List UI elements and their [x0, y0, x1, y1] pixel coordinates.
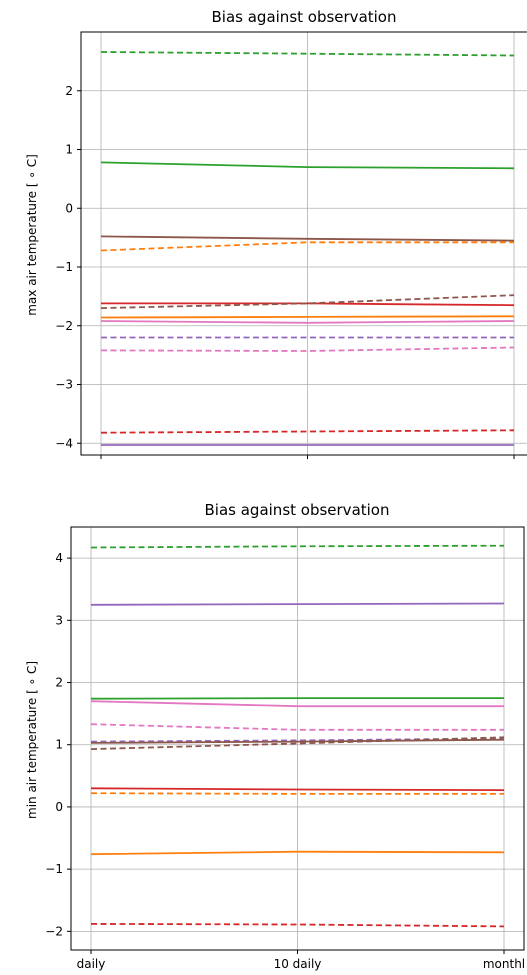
series-line: [100, 294, 515, 309]
chart-max-air-temperature: Bias against observation max air tempera…: [25, 8, 527, 459]
axes-frame: [80, 31, 527, 456]
y-tick-label: −4: [55, 436, 73, 450]
series-line: [90, 792, 504, 795]
y-tick-label: 4: [55, 551, 63, 565]
y-axis-label: min air temperature [ ∘ C]: [25, 661, 39, 819]
series-line: [100, 429, 515, 434]
x-tick-label: 10 daily: [274, 957, 322, 971]
y-tick-label: 2: [65, 84, 73, 98]
y-tick-label: 3: [55, 613, 63, 627]
y-tick-label: −2: [45, 924, 63, 938]
series-line: [90, 544, 505, 549]
series-line: [101, 302, 515, 307]
series-line: [100, 161, 515, 170]
y-axis-label: max air temperature [ ∘ C]: [25, 154, 39, 316]
series-line: [90, 736, 505, 750]
series-line: [100, 51, 515, 57]
y-tick-label: 0: [65, 201, 73, 215]
y-tick-label: 2: [55, 676, 63, 690]
series-line: [100, 346, 515, 352]
plot-area: −2 −1 0 1 2 3 4 daily 10 daily monthl: [45, 526, 525, 971]
series-line: [90, 723, 504, 731]
y-tick-label: 1: [55, 738, 63, 752]
y-tick-label: 0: [55, 800, 63, 814]
series-line: [100, 235, 515, 242]
chart-title: Bias against observation: [205, 501, 390, 519]
series-line: [90, 738, 505, 744]
axes-frame: [70, 526, 525, 951]
y-tick-label: −3: [55, 378, 73, 392]
x-tick-label: monthl: [483, 957, 525, 971]
series-line: [90, 787, 505, 791]
x-tick-label: daily: [77, 957, 106, 971]
series-line: [90, 850, 505, 856]
y-tick-label: −1: [55, 260, 73, 274]
chart-title: Bias against observation: [212, 8, 397, 26]
plot-area: −4 −3 −2 −1 0 1 2: [55, 31, 527, 459]
series-line: [90, 700, 504, 708]
y-tick-label: −1: [45, 862, 63, 876]
series-line: [90, 923, 505, 928]
chart-min-air-temperature: Bias against observation min air tempera…: [25, 501, 525, 971]
series-line: [90, 602, 505, 606]
series-line: [100, 241, 514, 252]
series-line: [90, 697, 504, 700]
series-line: [100, 320, 515, 324]
series-line: [100, 315, 515, 319]
y-tick-label: 1: [65, 143, 73, 157]
y-tick-label: −2: [55, 319, 73, 333]
